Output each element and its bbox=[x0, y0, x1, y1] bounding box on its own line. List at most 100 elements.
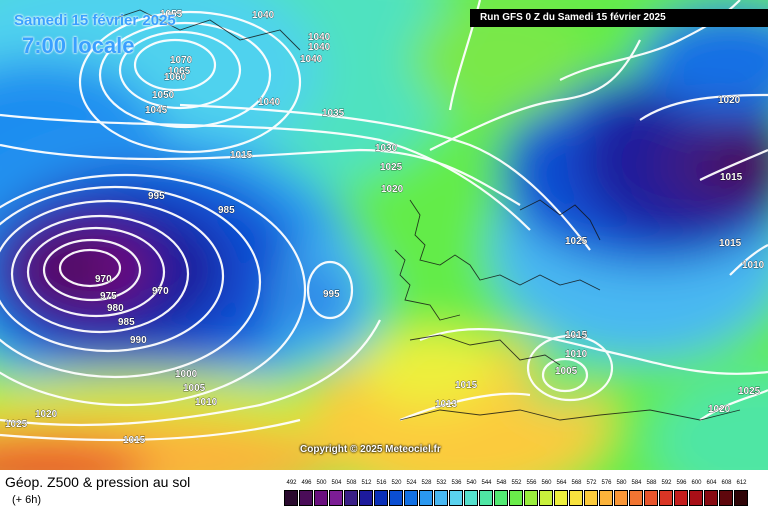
pressure-label: 1015 bbox=[230, 150, 253, 161]
scale-color-swatch bbox=[584, 490, 598, 506]
scale-color-swatch bbox=[524, 490, 538, 506]
scale-tick-label: 572 bbox=[586, 480, 597, 486]
pressure-label: 985 bbox=[218, 205, 235, 216]
scale-tick-label: 588 bbox=[646, 480, 657, 486]
scale-tick-label: 500 bbox=[316, 480, 327, 486]
pressure-label: 1020 bbox=[708, 404, 731, 415]
scale-color-swatch bbox=[509, 490, 523, 506]
pressure-label: 1005 bbox=[183, 383, 206, 394]
date-label: Samedi 15 février 2025 bbox=[14, 12, 176, 29]
pressure-label: 1015 bbox=[719, 238, 742, 249]
scale-color-swatch bbox=[479, 490, 493, 506]
pressure-label: 1025 bbox=[5, 419, 28, 430]
coastlines bbox=[109, 9, 741, 421]
scale-tick-label: 604 bbox=[706, 480, 717, 486]
pressure-label: 1015 bbox=[720, 172, 743, 183]
scale-color-swatch bbox=[554, 490, 568, 506]
scale-tick-label: 512 bbox=[361, 480, 372, 486]
scale-tick-label: 560 bbox=[541, 480, 552, 486]
pressure-label: 970 bbox=[152, 286, 169, 297]
pressure-label: 1013 bbox=[565, 330, 588, 341]
pressure-label: 990 bbox=[130, 335, 147, 346]
pressure-label: 1020 bbox=[381, 184, 404, 195]
scale-tick-label: 532 bbox=[436, 480, 447, 486]
pressure-label: 1045 bbox=[145, 105, 168, 116]
scale-tick-label: 496 bbox=[301, 480, 312, 486]
scale-color-swatch bbox=[284, 490, 298, 506]
scale-color-swatch bbox=[344, 490, 358, 506]
scale-color-swatch bbox=[674, 490, 688, 506]
scale-color-swatch bbox=[614, 490, 628, 506]
pressure-labels: 1040105510401040104010701065106010501045… bbox=[5, 9, 765, 447]
scale-color-swatch bbox=[329, 490, 343, 506]
copyright-text: Copyright © 2025 Meteociel.fr bbox=[300, 444, 441, 455]
forecast-offset: (+ 6h) bbox=[12, 494, 42, 506]
pressure-label: 995 bbox=[148, 191, 165, 202]
scale-color-swatch bbox=[374, 490, 388, 506]
scale-color-swatch bbox=[569, 490, 583, 506]
color-scale-legend: 492 496 500 504 508 512 516 520 524 528 532 536 540 5… bbox=[284, 480, 754, 510]
scale-color-swatch bbox=[704, 490, 718, 506]
scale-color-swatch bbox=[404, 490, 418, 506]
pressure-label: 1035 bbox=[322, 108, 345, 119]
scale-tick-label: 536 bbox=[451, 480, 462, 486]
map-footer: Géop. Z500 & pression au sol (+ 6h) 492 4… bbox=[0, 470, 768, 512]
pressure-label: 975 bbox=[100, 291, 117, 302]
scale-tick-label: 608 bbox=[721, 480, 732, 486]
scale-tick-label: 516 bbox=[376, 480, 387, 486]
scale-color-swatch bbox=[299, 490, 313, 506]
pressure-label: 1050 bbox=[152, 90, 175, 101]
pressure-label: 1040 bbox=[308, 32, 331, 43]
scale-color-swatch bbox=[599, 490, 613, 506]
scale-tick-label: 568 bbox=[571, 480, 582, 486]
pressure-label: 1015 bbox=[123, 435, 146, 446]
scale-color-swatch bbox=[314, 490, 328, 506]
isobars bbox=[0, 0, 768, 440]
scale-tick-label: 564 bbox=[556, 480, 567, 486]
scale-tick-label: 584 bbox=[631, 480, 642, 486]
map-title: Géop. Z500 & pression au sol bbox=[5, 474, 191, 490]
scale-tick-label: 504 bbox=[331, 480, 342, 486]
scale-color-swatch bbox=[389, 490, 403, 506]
scale-color-swatch bbox=[734, 490, 748, 506]
scale-color-swatch bbox=[719, 490, 733, 506]
pressure-label: 1000 bbox=[175, 369, 198, 380]
pressure-label: 1020 bbox=[35, 409, 58, 420]
scale-color-swatch bbox=[449, 490, 463, 506]
pressure-label: 1010 bbox=[195, 397, 218, 408]
pressure-label: 970 bbox=[95, 274, 112, 285]
scale-color-swatch bbox=[494, 490, 508, 506]
pressure-label: 1060 bbox=[164, 72, 187, 83]
scale-color-swatch bbox=[464, 490, 478, 506]
run-info-banner: Run GFS 0 Z du Samedi 15 février 2025 bbox=[470, 9, 768, 27]
scale-tick-label: 540 bbox=[466, 480, 477, 486]
scale-color-swatch bbox=[419, 490, 433, 506]
pressure-label: 1015 bbox=[565, 330, 588, 341]
scale-tick-label: 492 bbox=[286, 480, 297, 486]
pressure-label: 1055 bbox=[160, 9, 183, 20]
time-label: 7:00 locale bbox=[22, 33, 135, 58]
scale-tick-label: 592 bbox=[661, 480, 672, 486]
pressure-label: 1030 bbox=[375, 143, 398, 154]
pressure-label: 1040 bbox=[308, 42, 331, 53]
weather-map: 1040 1055 1040 1040 1040 1070 1065 1060 1050 1045… bbox=[0, 0, 768, 470]
scale-color-swatch bbox=[629, 490, 643, 506]
pressure-label: 1013 bbox=[435, 399, 458, 410]
pressure-label: 1010 bbox=[565, 349, 588, 360]
pressure-label: 1025 bbox=[565, 236, 588, 247]
scale-color-swatch bbox=[644, 490, 658, 506]
scale-tick-label: 556 bbox=[526, 480, 537, 486]
pressure-label: 995 bbox=[323, 289, 340, 300]
scale-tick-label: 528 bbox=[421, 480, 432, 486]
pressure-label: 1020 bbox=[718, 95, 741, 106]
scale-tick-label: 544 bbox=[481, 480, 492, 486]
pressure-label: 1065 bbox=[168, 66, 191, 77]
scale-tick-label: 580 bbox=[616, 480, 627, 486]
scale-color-swatch bbox=[689, 490, 703, 506]
pressure-label: 1070 bbox=[170, 55, 193, 66]
pressure-label: 980 bbox=[107, 303, 124, 314]
scale-tick-label: 596 bbox=[676, 480, 687, 486]
geopotential-field bbox=[0, 0, 768, 470]
pressure-label: 1015 bbox=[455, 380, 478, 391]
pressure-label: 1040 bbox=[252, 10, 275, 21]
